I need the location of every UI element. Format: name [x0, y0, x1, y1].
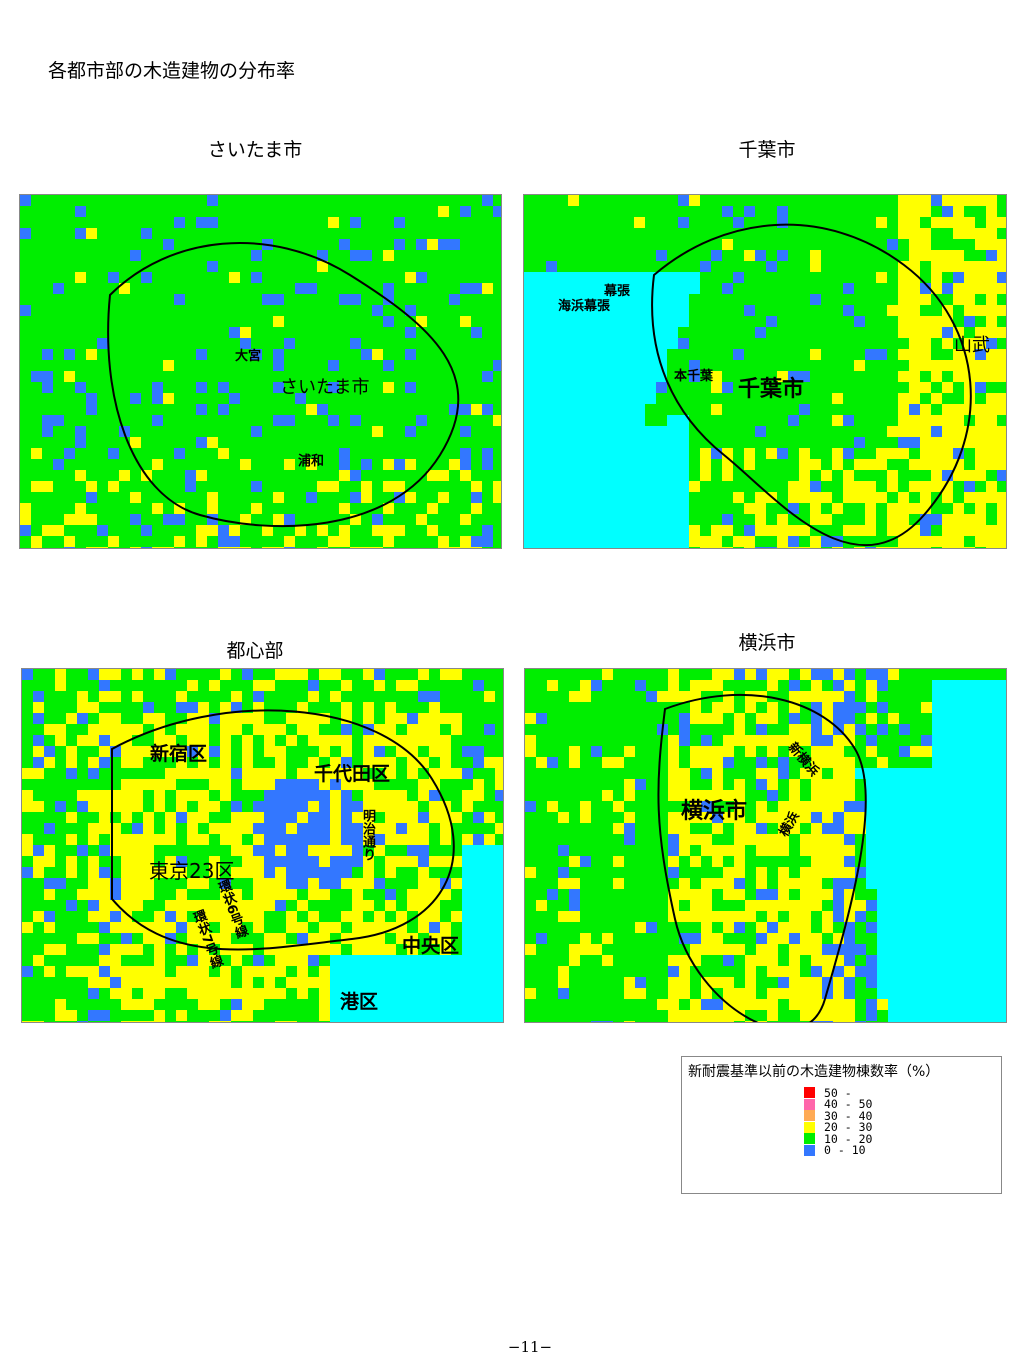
map-label: 海浜幕張 — [558, 299, 611, 314]
map-caption: 都心部 — [226, 640, 284, 662]
map-label: 山武 — [954, 335, 990, 356]
map-label: 本千葉 — [674, 369, 714, 384]
legend-label: 10 - 20 — [824, 1131, 873, 1146]
map-label: さいたま市 — [280, 377, 370, 398]
map-label: 東京23区 — [149, 859, 235, 883]
map-image — [524, 195, 1006, 548]
map-label: 中央区 — [402, 935, 460, 957]
legend-swatch — [804, 1110, 815, 1122]
map-label: 大宮 — [235, 349, 262, 364]
legend-items: 50 -40 - 50 30 - 40 20 - 30 10 - 20 0 - 10 — [804, 1085, 873, 1158]
map: 千葉市 幕張 海浜幕張 本千葉 山武 — [523, 194, 1007, 549]
map-image — [20, 195, 501, 548]
map: 横浜市 新横浜 横浜 — [524, 668, 1007, 1023]
map-caption: 千葉市 — [738, 139, 796, 161]
legend-label: 30 - 40 — [824, 1108, 873, 1123]
map-label: 千葉市 — [738, 377, 805, 402]
map-caption: さいたま市 — [207, 139, 303, 161]
map-label: 港区 — [340, 991, 379, 1013]
legend-item: 10 - 20 — [804, 1131, 873, 1146]
legend-title: 新耐震基準以前の木造建物棟数率（%） — [688, 1064, 940, 1080]
legend: 新耐震基準以前の木造建物棟数率（%） 50 -40 - 50 30 - 40 20 … — [681, 1056, 1002, 1194]
map-label: 横浜市 — [681, 799, 748, 824]
map-label: 幕張 — [604, 284, 631, 299]
map-caption: 横浜市 — [738, 632, 796, 654]
legend-swatch — [804, 1087, 815, 1099]
legend-item: 20 - 30 — [804, 1120, 873, 1135]
map: 新宿区 千代田区 東京23区 中央区 港区 明治通り 環状6号線 環状7号線 — [21, 668, 504, 1023]
legend-item: 50 - — [804, 1085, 872, 1100]
page-number: −11− — [507, 1338, 553, 1356]
map-label: 浦和 — [298, 454, 325, 469]
legend-label: 0 - 10 — [824, 1143, 866, 1158]
map: さいたま市 大宮 浦和 — [19, 194, 502, 549]
map-image — [22, 669, 503, 1022]
map-label: 千代田区 — [314, 763, 391, 785]
legend-label: 20 - 30 — [824, 1120, 873, 1135]
legend-item: 30 - 40 — [804, 1108, 873, 1123]
map-label: 明治通り — [360, 809, 375, 861]
legend-swatch — [804, 1144, 815, 1156]
map-image — [525, 669, 1006, 1022]
legend-swatch — [804, 1121, 815, 1133]
page-title: 各都市部の木造建物の分布率 — [48, 60, 296, 82]
legend-swatch — [804, 1098, 815, 1110]
legend-label: 40 - 50 — [824, 1097, 873, 1112]
legend-item: 40 - 50 — [804, 1097, 873, 1112]
legend-swatch — [804, 1133, 815, 1145]
legend-item: 0 - 10 — [804, 1143, 872, 1158]
map-label: 新宿区 — [150, 743, 208, 765]
legend-label: 50 - — [824, 1085, 852, 1100]
